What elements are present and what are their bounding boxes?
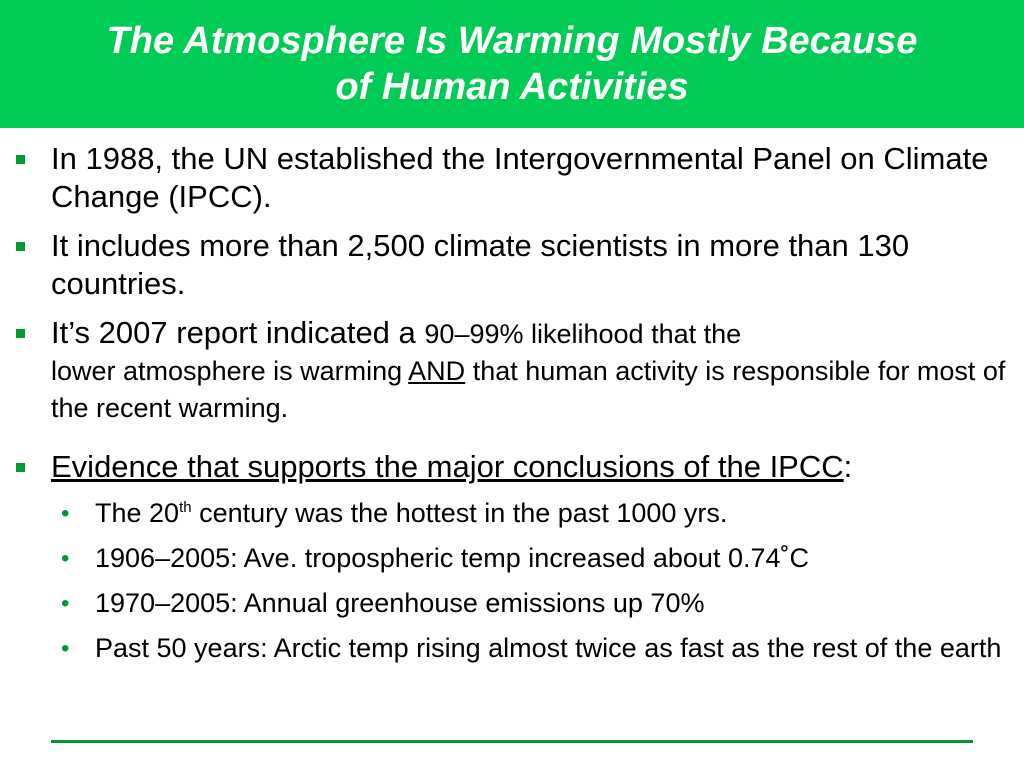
dot-bullet-icon: • xyxy=(61,635,70,662)
square-bullet-icon xyxy=(16,155,25,164)
dot-bullet-icon: • xyxy=(61,500,70,527)
title-line-1: The Atmosphere Is Warming Mostly Because xyxy=(106,20,918,62)
sub-bullet-tropospheric-temp: • 1906–2005: Ave. tropospheric temp incr… xyxy=(0,542,1024,575)
sub-bullet-emissions: • 1970–2005: Annual greenhouse emissions… xyxy=(0,587,1024,620)
sub-bullet-20th-century: • The 20th century was the hottest in th… xyxy=(0,497,1024,530)
bullet-text: In 1988, the UN established the Intergov… xyxy=(51,141,989,214)
square-bullet-icon xyxy=(16,463,25,472)
sub-bullet-text: Past 50 years: Arctic temp rising almost… xyxy=(95,633,1002,663)
evidence-heading-colon: : xyxy=(843,449,853,484)
dot-bullet-icon: • xyxy=(61,590,70,617)
sub-bullet-text-pre: The 20 xyxy=(95,498,180,528)
bullet-and-emphasis: AND xyxy=(408,356,466,386)
bullet-2007-report: It’s 2007 report indicated a 90–99% like… xyxy=(0,314,1024,427)
square-bullet-icon xyxy=(16,329,25,338)
slide-title: The Atmosphere Is Warming Mostly Because… xyxy=(17,18,1007,110)
superscript-th: th xyxy=(179,499,192,516)
dot-bullet-icon: • xyxy=(61,545,70,572)
sub-bullet-arctic: • Past 50 years: Arctic temp rising almo… xyxy=(0,632,1024,665)
bullet-lead-text: It’s 2007 report indicated a xyxy=(51,315,416,350)
square-bullet-icon xyxy=(16,242,25,251)
bullet-responsible-text: that human activity is responsible for m… xyxy=(51,356,1006,423)
bullet-likelihood-text: 90–99% likelihood that the xyxy=(424,319,742,349)
slide-body: In 1988, the UN established the Intergov… xyxy=(0,140,1024,677)
bullet-text: It includes more than 2,500 climate scie… xyxy=(51,228,910,301)
bullet-evidence-heading: Evidence that supports the major conclus… xyxy=(0,448,1024,486)
spacer xyxy=(0,438,1024,448)
bullet-ipcc-scientists: It includes more than 2,500 climate scie… xyxy=(0,227,1024,303)
evidence-heading-text: Evidence that supports the major conclus… xyxy=(51,449,844,484)
title-bar: The Atmosphere Is Warming Mostly Because… xyxy=(0,0,1024,128)
bullet-continuation: lower atmosphere is warming AND that hum… xyxy=(51,353,1010,427)
sub-bullet-text: 1906–2005: Ave. tropospheric temp increa… xyxy=(95,543,809,573)
title-line-2: of Human Activities xyxy=(335,66,689,108)
bullet-warming-text: lower atmosphere is warming xyxy=(51,356,403,386)
sub-bullet-text: 1970–2005: Annual greenhouse emissions u… xyxy=(95,588,705,618)
bottom-divider xyxy=(51,740,973,743)
bullet-ipcc-established: In 1988, the UN established the Intergov… xyxy=(0,140,1024,216)
sub-bullet-text-post: century was the hottest in the past 1000… xyxy=(199,498,728,528)
